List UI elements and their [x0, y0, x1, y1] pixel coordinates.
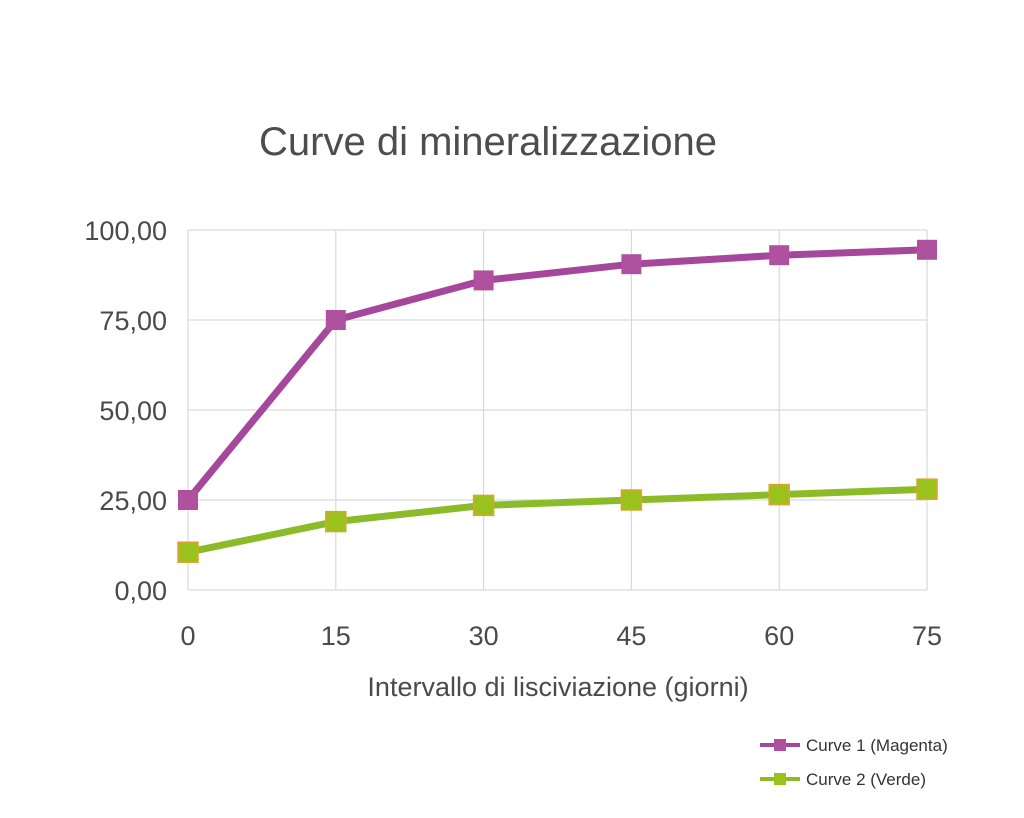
chart-title: Curve di mineralizzazione	[259, 120, 717, 164]
y-tick-label: 0,00	[114, 576, 167, 606]
data-point	[178, 490, 198, 510]
data-point	[472, 494, 495, 517]
data-point	[621, 254, 642, 275]
grid	[187, 229, 928, 591]
legend: Curve 1 (Magenta) Curve 2 (Verde)	[760, 736, 948, 789]
legend-marker	[774, 739, 786, 751]
series-line	[184, 246, 931, 504]
data-point	[769, 245, 790, 266]
data-point	[916, 478, 938, 500]
y-tick-label: 100,00	[84, 216, 167, 246]
data-point	[620, 489, 643, 511]
y-axis-ticks: 0,00 25,00 50,00 75,00 100,00	[84, 216, 167, 606]
y-tick-label: 50,00	[99, 396, 167, 426]
series-line	[184, 485, 931, 556]
data-point	[325, 510, 347, 533]
y-tick-label: 25,00	[99, 486, 167, 516]
data-point	[473, 270, 494, 291]
x-tick-label: 45	[616, 621, 646, 651]
series-2	[177, 478, 938, 563]
data-point	[177, 541, 199, 563]
series	[177, 239, 938, 563]
x-axis-label: Intervallo di lisciviazione (giorni)	[367, 672, 748, 702]
legend-item: Curve 1 (Magenta)	[760, 736, 948, 755]
series-1	[178, 239, 937, 510]
x-tick-label: 75	[912, 621, 942, 651]
y-tick-label: 75,00	[99, 306, 167, 336]
data-point	[768, 483, 790, 506]
legend-item: Curve 2 (Verde)	[760, 770, 926, 789]
x-tick-label: 0	[180, 621, 195, 651]
data-point	[325, 310, 346, 330]
x-tick-label: 15	[321, 621, 351, 651]
legend-label: Curve 1 (Magenta)	[806, 736, 948, 755]
data-point	[917, 239, 937, 260]
legend-marker	[774, 773, 786, 785]
x-tick-label: 60	[764, 621, 794, 651]
x-axis-ticks: 0 15 30 45 60 75	[180, 621, 942, 651]
x-tick-label: 30	[469, 621, 499, 651]
legend-label: Curve 2 (Verde)	[806, 770, 926, 789]
